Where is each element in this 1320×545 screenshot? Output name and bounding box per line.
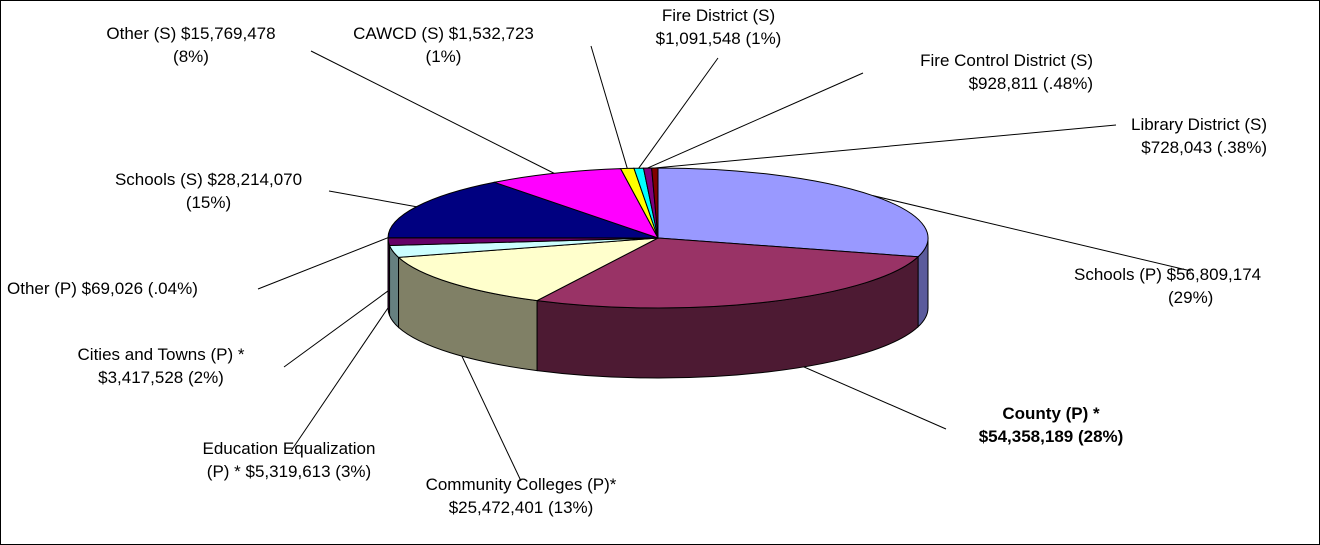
leader-line-fire-district-s xyxy=(638,57,719,169)
leader-line-education-equalization-p xyxy=(290,300,394,452)
leader-line-schools-p xyxy=(872,195,1192,272)
slice-community-colleges-p xyxy=(397,237,659,302)
leader-line-cities-and-towns-p xyxy=(283,290,389,368)
label-community-colleges: Community Colleges (P)* $25,472,401 (13%) xyxy=(425,475,617,517)
slice-schools-p xyxy=(657,167,929,258)
label-fire-district: Fire District (S) $1,091,548 (1%) xyxy=(655,6,782,48)
slice-library-district-s xyxy=(651,167,659,239)
label-library-district: Library District (S) $728,043 (.38%) xyxy=(1130,115,1267,157)
label-schools-p: Schools (P) $56,809,174 (29%) xyxy=(1074,265,1262,307)
label-other-s: Other (S) $15,769,478 (8%) xyxy=(106,24,276,66)
leader-line-schools-s xyxy=(328,190,417,208)
leader-line-other-p xyxy=(257,237,389,290)
label-fire-control-district: Fire Control District (S) $928,811 (.48%) xyxy=(920,51,1093,93)
label-schools-s: Schools (S) $28,214,070 (15%) xyxy=(114,170,303,212)
leader-line-other-s xyxy=(310,50,555,174)
slice-side-education-equalization-p xyxy=(389,245,400,329)
slice-county-p xyxy=(535,237,920,309)
leader-line-fire-control-district-s xyxy=(647,72,864,169)
label-county-p: County (P) * $54,358,189 (28%) xyxy=(978,404,1124,446)
label-education-equalization: Education Equalization (P) * $5,319,613 (… xyxy=(202,439,376,481)
leader-line-library-district-s xyxy=(654,124,1117,169)
label-cawcd: CAWCD (S) $1,532,723 (1%) xyxy=(353,24,534,66)
leader-line-cawcd-s xyxy=(590,45,628,169)
label-other-p: Other (P) $69,026 (.04%) xyxy=(7,279,198,298)
slice-other-s xyxy=(492,168,660,239)
slice-schools-s xyxy=(387,181,659,239)
label-cities-and-towns: Cities and Towns (P) * $3,417,528 (2%) xyxy=(77,345,245,387)
